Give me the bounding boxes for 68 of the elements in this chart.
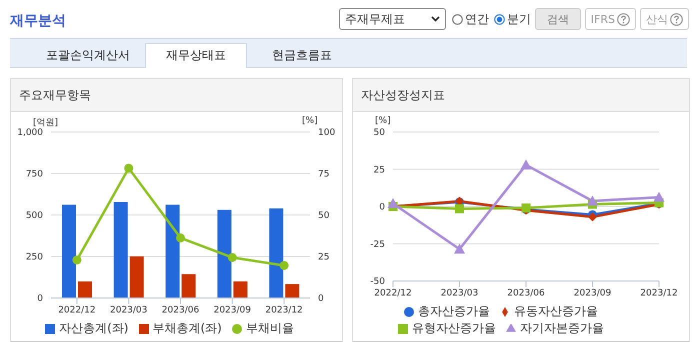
y-tick-label: 0 (37, 294, 44, 304)
point (587, 195, 598, 206)
bar (285, 284, 300, 298)
x-tick-label: 2023/12 (640, 288, 678, 298)
y-tick-label: -25 (370, 240, 385, 250)
text: 검색 (534, 8, 581, 30)
bar (269, 208, 284, 298)
x-tick-label: 2023/03 (440, 288, 478, 298)
point (280, 260, 289, 270)
point (520, 159, 532, 170)
text: 재무상태표 (145, 43, 247, 68)
bar (182, 274, 196, 298)
text: 재무분석 (10, 12, 66, 30)
bar (217, 210, 232, 298)
x-tick-label: 2023/03 (110, 305, 148, 316)
text: 산식 (640, 8, 689, 30)
point (72, 255, 82, 264)
y2-tick-label: 0 (318, 294, 324, 304)
y-axis-title: [%] (375, 116, 391, 126)
chart-title: 주요재무항목 (11, 79, 342, 112)
chart-title: 자산성장성지표 (353, 79, 689, 112)
y2-tick-label: 50 (318, 211, 330, 222)
y-tick-label: 500 (26, 211, 44, 222)
legend-label: 총자산증가율 (418, 304, 490, 318)
y2-tick-label: 100 (318, 128, 336, 138)
y2-tick-label: 25 (318, 252, 330, 263)
y-tick-label: 750 (26, 170, 44, 180)
y-axis-title: [억원] (33, 117, 58, 128)
y-tick-label: 1,000 (17, 128, 44, 138)
point (455, 204, 464, 214)
y-tick-label: 250 (26, 252, 44, 263)
y-tick-label: -50 (370, 277, 386, 288)
y2-axis-title: [%] (302, 116, 318, 126)
x-tick-label: 2023/06 (162, 305, 200, 316)
y-tick-label: 50 (374, 128, 386, 138)
point (228, 252, 237, 262)
x-tick-label: 2023/06 (507, 288, 545, 298)
text: 현금흐름표 (271, 47, 333, 64)
x-tick-label: 2023/09 (214, 305, 252, 316)
bar (62, 204, 76, 298)
point (176, 233, 185, 242)
y-tick-label: 0 (379, 202, 386, 213)
legend-label: 부채비율 (246, 321, 294, 335)
bar (114, 202, 128, 298)
legend-label: 부채총계(좌) (152, 321, 222, 335)
bar (233, 281, 248, 298)
legend-label: 자기자본증가율 (520, 321, 604, 335)
x-tick-label: 2022/12 (58, 305, 96, 316)
text: 분기 (506, 10, 531, 28)
bar (166, 204, 180, 298)
point (124, 164, 134, 173)
bar (130, 256, 144, 298)
point (388, 198, 398, 208)
y2-tick-label: 75 (318, 170, 330, 180)
x-tick-label: 2023/09 (574, 288, 612, 298)
x-tick-label: 2023/12 (265, 305, 303, 316)
text: IFRS (584, 8, 636, 30)
text: 연간 (464, 10, 489, 28)
text: 주재무제표 (344, 10, 405, 28)
y-tick-label: 25 (374, 165, 385, 176)
point (654, 192, 664, 202)
text: 포괄손익계산서 (45, 47, 131, 64)
legend-label: 유형자산증가율 (412, 321, 496, 335)
bar (78, 281, 92, 298)
legend-label: 자산총계(좌) (59, 321, 128, 335)
point (454, 244, 465, 254)
legend-label: 유동자산증가율 (514, 304, 598, 318)
x-tick-label: 2022/12 (374, 288, 412, 298)
